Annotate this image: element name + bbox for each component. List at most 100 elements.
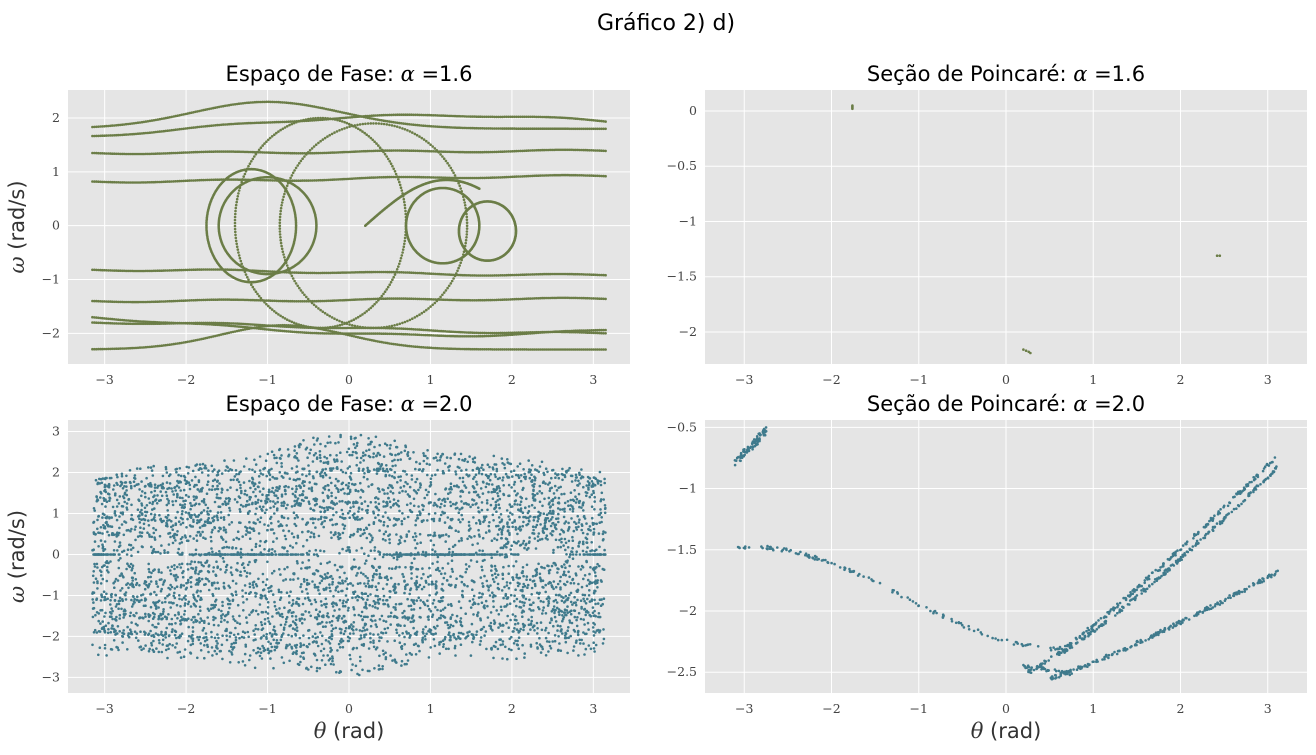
scatter-point	[350, 150, 354, 154]
scatter-point	[426, 124, 429, 128]
scatter-point	[410, 123, 413, 126]
scatter-point	[333, 118, 337, 121]
scatter-point	[493, 348, 496, 351]
scatter-point	[355, 574, 358, 577]
scatter-point	[435, 299, 439, 303]
scatter-point	[558, 348, 562, 351]
scatter-point	[445, 150, 449, 154]
scatter-point	[459, 330, 463, 334]
scatter-point	[146, 152, 150, 156]
scatter-point	[471, 299, 475, 302]
scatter-point	[281, 151, 284, 155]
scatter-point	[485, 127, 489, 130]
scatter-point	[251, 323, 255, 326]
scatter-point	[254, 609, 258, 613]
scatter-point	[487, 334, 491, 338]
scatter-point	[487, 298, 491, 302]
scatter-point	[374, 297, 378, 301]
scatter-point	[194, 150, 197, 154]
scatter-point	[292, 478, 296, 482]
scatter-point	[554, 272, 558, 276]
scatter-point	[142, 320, 146, 323]
scatter-point	[292, 321, 296, 325]
scatter-point	[243, 150, 247, 154]
scatter-point	[364, 337, 368, 341]
scatter-point	[568, 173, 572, 177]
scatter-point	[313, 299, 316, 303]
scatter-point	[358, 150, 362, 153]
scatter-point	[416, 328, 419, 331]
scatter-point	[574, 173, 578, 177]
scatter-point	[515, 331, 518, 335]
scatter-point	[572, 117, 576, 120]
scatter-point	[243, 584, 247, 587]
scatter-point	[176, 114, 179, 117]
scatter-point	[109, 134, 112, 137]
scatter-point	[308, 149, 312, 152]
scatter-point	[317, 331, 320, 335]
scatter-point	[299, 585, 302, 589]
scatter-point	[375, 588, 379, 592]
scatter-point	[408, 175, 411, 179]
scatter-point	[243, 652, 247, 656]
scatter-point	[136, 595, 139, 598]
scatter-point	[457, 335, 461, 338]
scatter-point	[202, 321, 205, 325]
scatter-point	[489, 150, 493, 154]
scatter-point	[247, 164, 250, 168]
scatter-point	[259, 269, 263, 273]
scatter-point	[390, 342, 393, 346]
scatter-point	[269, 324, 273, 328]
scatter-point	[584, 602, 588, 605]
scatter-point	[164, 152, 167, 155]
scatter-point	[202, 108, 205, 112]
scatter-point	[225, 150, 229, 153]
scatter-point	[453, 330, 457, 334]
scatter-point	[210, 321, 213, 325]
scatter-point	[259, 151, 263, 154]
scatter-point	[604, 348, 607, 351]
scatter-point	[540, 148, 544, 152]
scatter-point	[319, 116, 322, 120]
scatter-point	[305, 103, 308, 107]
scatter-point	[441, 298, 445, 302]
scatter-point	[130, 346, 134, 350]
scatter-point	[324, 605, 328, 609]
scatter-point	[277, 100, 281, 104]
scatter-point	[529, 174, 532, 178]
scatter-point	[289, 101, 292, 105]
scatter-point	[336, 331, 340, 335]
scatter-point	[426, 333, 429, 337]
scatter-point	[353, 124, 357, 127]
scatter-point	[366, 576, 369, 580]
scatter-point	[284, 261, 288, 265]
scatter-point	[416, 333, 419, 337]
scatter-point	[340, 177, 344, 181]
scatter-point	[346, 326, 350, 330]
scatter-point	[511, 331, 514, 335]
scatter-point	[495, 609, 499, 612]
scatter-point	[602, 149, 605, 153]
scatter-point	[463, 273, 467, 277]
scatter-point	[584, 296, 588, 300]
scatter-point	[361, 326, 365, 329]
scatter-point	[217, 333, 221, 337]
scatter-point	[418, 297, 421, 301]
scatter-point	[364, 149, 368, 153]
x-tick-label: 2	[508, 372, 516, 387]
scatter-point	[517, 636, 521, 639]
scatter-point	[385, 325, 389, 329]
scatter-point	[515, 149, 518, 153]
scatter-point	[267, 138, 270, 142]
scatter-point	[208, 268, 211, 271]
scatter-point	[558, 296, 562, 300]
scatter-point	[189, 562, 192, 566]
scatter-point	[542, 174, 546, 177]
scatter-point	[441, 125, 445, 129]
scatter-point	[202, 268, 205, 271]
scatter-point	[295, 271, 298, 274]
scatter-point	[572, 296, 576, 300]
scatter-point	[443, 330, 447, 333]
scatter-point	[257, 100, 261, 104]
scatter-point	[253, 323, 257, 327]
